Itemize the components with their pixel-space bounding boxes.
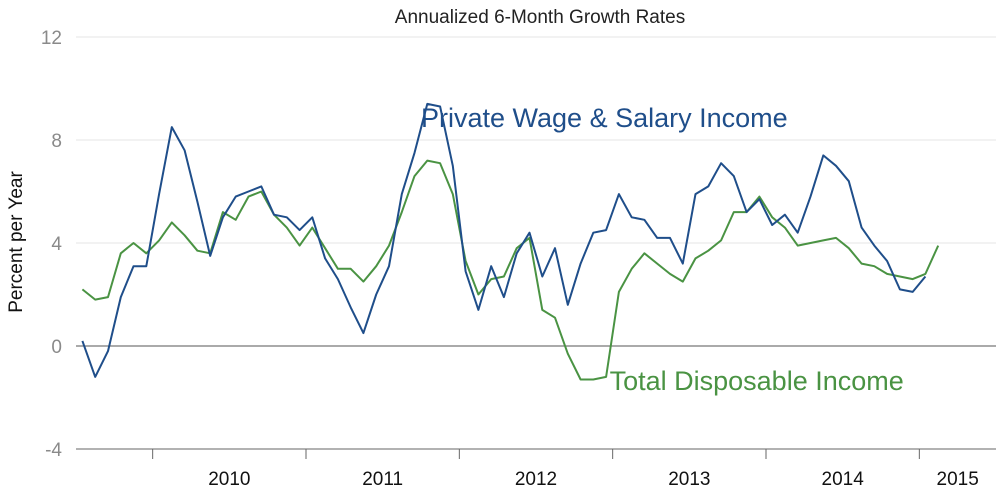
y-tick-label: 12 — [41, 28, 62, 49]
series-annotations: Private Wage & Salary Income Total Dispos… — [421, 103, 904, 396]
x-axis: 2010 2011 2012 2013 2014 2015 — [76, 448, 996, 490]
x-tick-label: 2013 — [668, 469, 710, 490]
chart-title: Annualized 6-Month Growth Rates — [395, 7, 685, 28]
x-tick-label: 2012 — [515, 469, 557, 490]
series-annotation-1: Total Disposable Income — [610, 366, 904, 396]
x-tick-label: 2015 — [937, 469, 979, 490]
series-lines — [81, 102, 940, 381]
y-tick-label: 4 — [51, 234, 62, 255]
y-axis-label: Percent per Year — [6, 171, 27, 313]
series-line-0 — [81, 102, 927, 378]
y-tick-label: 0 — [51, 337, 62, 358]
x-tick-label: 2010 — [208, 469, 250, 490]
series-annotation-0: Private Wage & Salary Income — [421, 103, 788, 133]
y-tick-label: 8 — [51, 131, 62, 152]
y-tick-label: -4 — [45, 440, 62, 461]
x-tick-label: 2014 — [822, 469, 865, 490]
x-tick-label: 2011 — [362, 469, 403, 490]
y-axis-ticks: -4 0 4 8 12 — [41, 28, 63, 461]
series-line-1 — [81, 159, 940, 381]
